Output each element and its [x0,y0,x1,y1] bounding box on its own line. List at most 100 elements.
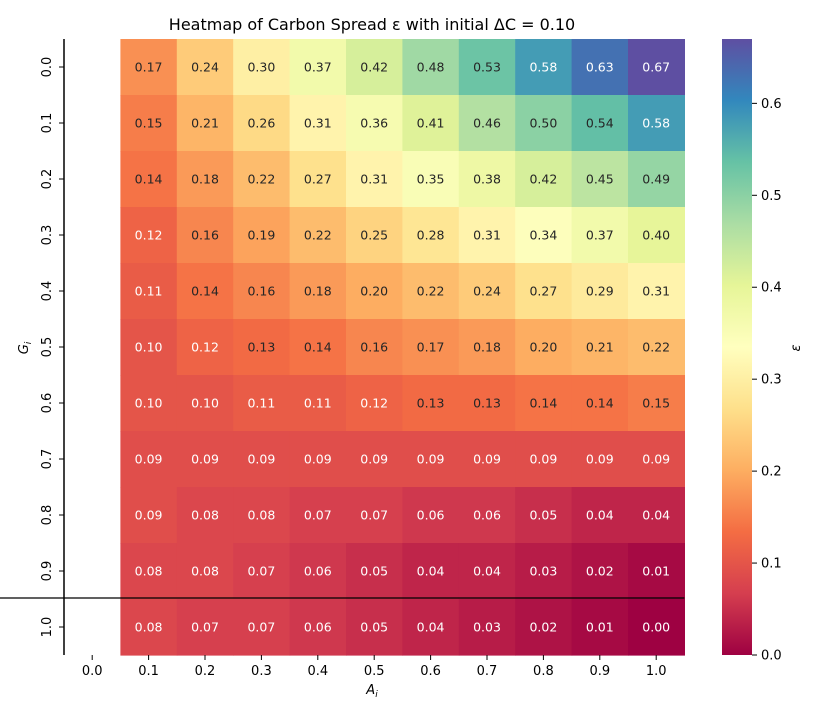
heatmap-cell [571,319,629,376]
cell-value-label: 0.04 [417,620,445,635]
colorbar-gradient [722,39,752,655]
heatmap-cell [289,151,347,208]
x-tick-label: 0.8 [533,664,554,679]
cell-value-label: 0.58 [642,116,670,131]
heatmap-cell [233,95,291,152]
heatmap-cell [571,487,629,544]
cell-value-label: 0.02 [586,564,614,579]
x-tick-label: 0.7 [477,664,498,679]
cell-value-label: 0.12 [360,396,388,411]
heatmap-cell [402,207,460,264]
heatmap-cell [402,95,460,152]
cell-value-label: 0.09 [135,508,163,523]
colorbar-tick-label: 0.5 [761,189,782,204]
cell-value-label: 0.09 [473,452,501,467]
colorbar-ticks: 0.0 0.1 0.2 0.3 0.4 0.5 0.6 [752,97,782,664]
cell-value-label: 0.45 [586,172,614,187]
heatmap-cell [628,487,685,544]
y-tick-label: 0.8 [40,505,55,526]
heatmap-cell [233,263,291,320]
cell-value-label: 0.06 [304,620,332,635]
cell-value-label: 0.28 [417,228,445,243]
heatmap-cell [233,375,291,432]
cell-value-label: 0.67 [642,60,670,75]
heatmap-cell [515,263,573,320]
cell-value-label: 0.18 [191,172,219,187]
heatmap-cell [402,599,460,656]
cell-value-label: 0.16 [247,284,275,299]
cell-value-label: 0.06 [473,508,501,523]
chart-title: Heatmap of Carbon Spread ε with initial … [169,15,575,34]
heatmap-cell [628,319,685,376]
cell-value-label: 0.04 [586,508,614,523]
cell-value-label: 0.08 [135,620,163,635]
heatmap-cell [233,151,291,208]
cell-value-label: 0.07 [360,508,388,523]
heatmap-cell [120,207,178,264]
heatmap-cell [120,95,178,152]
cell-value-label: 0.20 [360,284,388,299]
heatmap-cell [120,431,178,488]
x-tick-label: 0.2 [195,664,216,679]
cell-value-label: 0.06 [304,564,332,579]
heatmap-cell [458,599,516,656]
heatmap-cell [515,543,573,600]
cell-value-label: 0.05 [529,508,557,523]
cell-value-label: 0.07 [304,508,332,523]
cell-value-label: 0.42 [529,172,557,187]
axis-titles: Ai Gi [17,341,378,700]
colorbar-tick-label: 0.1 [761,557,782,572]
heatmap-cell [346,95,403,152]
heatmap-cell [628,263,685,320]
heatmap-cell [289,487,347,544]
cell-value-label: 0.11 [247,396,275,411]
heatmap-cell [346,599,403,656]
cell-value-label: 0.09 [586,452,614,467]
heatmap-cell [233,431,291,488]
heatmap-cell [289,375,347,432]
cell-value-label: 0.10 [135,340,163,355]
colorbar-label: ε [789,344,804,351]
cell-value-label: 0.54 [586,116,614,131]
heatmap-cell [515,487,573,544]
cell-value-label: 0.03 [473,620,501,635]
y-tick-label: 0.9 [40,561,55,582]
heatmap-cell [289,95,347,152]
cell-value-label: 0.15 [642,396,670,411]
y-tick-label: 0.2 [40,169,55,190]
heatmap-cell [289,319,347,376]
heatmap-cell [402,263,460,320]
heatmap-cell [176,431,234,488]
heatmap-cell [346,151,403,208]
heatmap-cell [176,543,234,600]
heatmap-cell [120,599,178,656]
heatmap-cell [515,151,573,208]
heatmap-cell [458,319,516,376]
heatmap-cell [458,263,516,320]
cell-value-label: 0.16 [191,228,219,243]
heatmap-cell [233,543,291,600]
cell-value-label: 0.40 [642,228,670,243]
heatmap-cell [458,151,516,208]
cell-value-label: 0.42 [360,60,388,75]
cell-value-label: 0.00 [642,620,670,635]
cell-value-label: 0.38 [473,172,501,187]
colorbar-tick-label: 0.6 [761,97,782,112]
heatmap-cell [120,263,178,320]
cell-value-label: 0.63 [586,60,614,75]
heatmap-cell [402,431,460,488]
heatmap-cell [515,39,573,96]
colorbar: 0.0 0.1 0.2 0.3 0.4 0.5 0.6 ε [722,39,804,664]
heatmap-cell [176,39,234,96]
cell-value-label: 0.12 [191,340,219,355]
x-tick-label: 0.5 [364,664,385,679]
cell-value-label: 0.48 [417,60,445,75]
heatmap-cell [458,431,516,488]
cell-value-label: 0.19 [247,228,275,243]
heatmap-cell [346,319,403,376]
cell-value-label: 0.16 [360,340,388,355]
cell-value-label: 0.11 [135,284,163,299]
y-tick-label: 0.3 [40,225,55,246]
cell-value-label: 0.09 [191,452,219,467]
